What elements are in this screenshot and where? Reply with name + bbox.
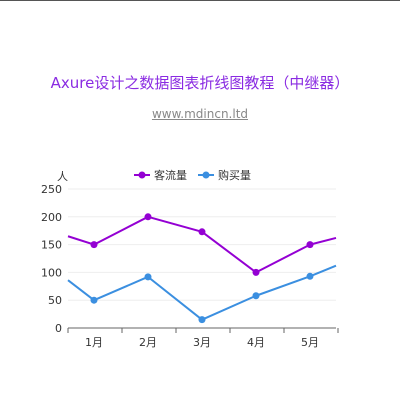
y-axis-unit-label: 人 — [57, 170, 68, 183]
data-point[interactable] — [90, 241, 98, 249]
data-point[interactable] — [90, 296, 98, 304]
x-tick-label: 3月 — [193, 336, 211, 349]
y-tick-label: 200 — [41, 211, 62, 224]
y-tick-label: 50 — [48, 294, 62, 307]
legend-marker — [138, 171, 146, 179]
site-link[interactable]: www.mdincn.ltd — [151, 107, 249, 121]
data-point[interactable] — [252, 292, 260, 300]
chart-legend: 客流量 购买量 — [134, 168, 251, 182]
data-point[interactable] — [252, 268, 260, 276]
data-point[interactable] — [306, 272, 314, 280]
y-tick-label: 100 — [41, 266, 62, 279]
x-tick-label: 2月 — [139, 336, 157, 349]
x-tick-label: 1月 — [85, 336, 103, 349]
y-tick-label: 250 — [41, 183, 62, 196]
legend-marker — [202, 171, 210, 179]
legend-label[interactable]: 客流量 — [154, 168, 187, 182]
grid-lines — [68, 188, 336, 301]
y-tick-label: 150 — [41, 239, 62, 252]
x-tick-label: 4月 — [247, 336, 265, 349]
series-layer — [67, 213, 337, 324]
data-point[interactable] — [198, 228, 206, 236]
data-point[interactable] — [144, 273, 152, 281]
data-point[interactable] — [144, 213, 152, 221]
series-line-2 — [67, 264, 337, 321]
legend-label[interactable]: 购买量 — [218, 168, 251, 182]
page-title: Axure设计之数据图表折线图教程（中继器） — [50, 74, 350, 92]
y-tick-label: 0 — [55, 322, 62, 335]
top-border — [0, 0, 400, 1]
data-point[interactable] — [306, 241, 314, 249]
data-point[interactable] — [198, 316, 206, 324]
chart-axes: 0 50 100 150 200 250 1月 2月 3月 4月 5月 — [41, 183, 339, 349]
x-tick-label: 5月 — [301, 336, 319, 349]
